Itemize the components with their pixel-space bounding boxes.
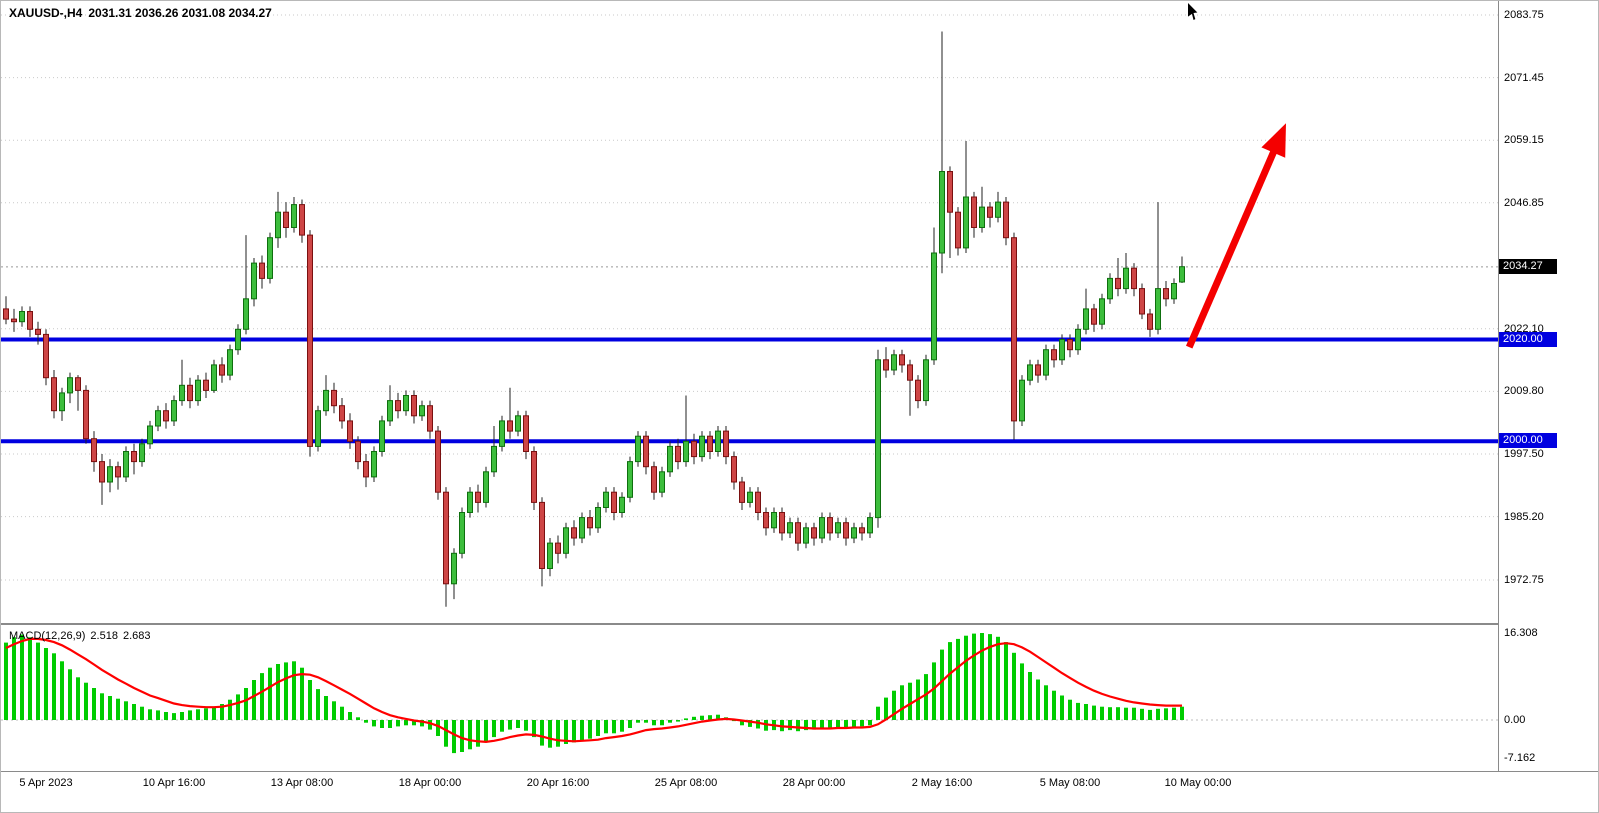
time-axis-label: 20 Apr 16:00 bbox=[526, 777, 590, 789]
chart-title: XAUUSD-,H4 2031.31 2036.26 2031.08 2034.2… bbox=[9, 6, 278, 20]
time-axis-label: 25 Apr 08:00 bbox=[654, 777, 718, 789]
macd-axis-label: 0.00 bbox=[1504, 714, 1526, 726]
macd-axis-label: 16.308 bbox=[1504, 627, 1538, 639]
time-axis-label: 10 May 00:00 bbox=[1164, 777, 1232, 789]
macd-signal-value: 2.683 bbox=[122, 630, 151, 642]
price-axis-label: 2071.45 bbox=[1504, 71, 1544, 84]
price-axis-label: 2083.75 bbox=[1504, 9, 1544, 21]
macd-main-value: 2.518 bbox=[90, 630, 118, 642]
price-axis-label: 2009.80 bbox=[1504, 385, 1544, 398]
time-axis-label: 5 Apr 2023 bbox=[19, 777, 73, 789]
macd-panel-canvas[interactable] bbox=[1, 626, 1498, 771]
price-axis-label: 1985.20 bbox=[1504, 510, 1544, 523]
level-price-tag: 2000.00 bbox=[1499, 433, 1557, 449]
price-axis-label: 2046.85 bbox=[1504, 196, 1544, 209]
price-chart-canvas[interactable] bbox=[1, 1, 1498, 623]
time-axis-label: 13 Apr 08:00 bbox=[270, 777, 334, 789]
time-axis-label: 10 Apr 16:00 bbox=[142, 777, 206, 789]
time-axis-label: 18 Apr 00:00 bbox=[398, 777, 462, 789]
ohlc-values: 2031.31 2036.26 2031.08 2034.27 bbox=[88, 6, 272, 20]
price-axis-label: 2059.15 bbox=[1504, 134, 1544, 147]
price-axis-label: 1997.50 bbox=[1504, 448, 1544, 460]
time-axis[interactable]: 5 Apr 2023 10 Apr 16:00 13 Apr 08:00 18 Apr… bbox=[1, 772, 1598, 798]
macd-axis-label: -7.162 bbox=[1504, 752, 1536, 765]
macd-indicator-label: MACD(12,26,9) 2.518 2.683 bbox=[9, 630, 155, 642]
level-price-tag: 2020.00 bbox=[1499, 331, 1557, 347]
mouse-cursor-icon bbox=[1188, 3, 1198, 20]
time-axis-label: 28 Apr 00:00 bbox=[782, 777, 846, 789]
time-axis-label: 5 May 08:00 bbox=[1039, 777, 1101, 789]
macd-name: MACD(12,26,9) bbox=[9, 630, 86, 642]
price-axis-label: 1972.75 bbox=[1504, 574, 1544, 586]
time-axis-separator bbox=[1, 771, 1598, 772]
price-axis-separator bbox=[1498, 1, 1499, 771]
current-price-tag: 2034.27 bbox=[1499, 258, 1557, 274]
panel-splitter[interactable] bbox=[1, 623, 1498, 625]
symbol-timeframe-label: XAUUSD-,H4 bbox=[9, 6, 83, 20]
time-axis-label: 2 May 16:00 bbox=[911, 777, 973, 789]
price-axis[interactable]: 2083.75 2071.45 2059.15 2046.85 2022.10 2009.… bbox=[1499, 1, 1598, 771]
